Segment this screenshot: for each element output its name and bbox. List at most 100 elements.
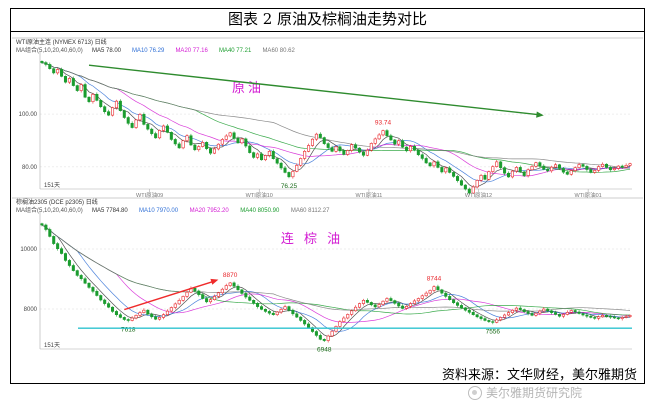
palm-candle (228, 282, 232, 286)
palm-candle (154, 316, 158, 320)
crude-candle (165, 125, 169, 133)
crude-candle (534, 162, 538, 167)
palm-candle (40, 223, 44, 226)
crude-ma-legend-ma20: MA20 77.16 (175, 48, 208, 54)
palm-candle (271, 312, 275, 316)
crude-candle (459, 180, 463, 186)
crude-candle (526, 169, 530, 176)
crude-candle (475, 180, 479, 188)
crude-candle (448, 167, 452, 173)
crude-candle (514, 167, 518, 172)
crude-candle (628, 163, 632, 166)
palm-candle (44, 224, 48, 230)
palm-candle (95, 290, 99, 296)
crude-candle (412, 145, 416, 151)
palm-candle (303, 320, 307, 325)
palm-candle (338, 321, 342, 327)
palm-candle (557, 314, 561, 317)
crude-candle (420, 154, 424, 159)
palm-candle (122, 317, 126, 320)
palm-candle (546, 308, 550, 312)
crude-candle (483, 175, 487, 180)
palm-candle (279, 308, 283, 313)
crude-candle (338, 146, 342, 152)
crude-ma-header: MA组合(5,10,20,40,60,0) (16, 46, 83, 54)
crude-candle (510, 170, 514, 178)
crude-candle (491, 166, 495, 172)
palm-candle (459, 305, 463, 309)
crude-candle (197, 146, 201, 151)
palm-candle (483, 318, 487, 321)
crude-candle (463, 184, 467, 190)
palm-candle (542, 308, 546, 312)
palm-candle (412, 300, 416, 304)
palm-candle (597, 316, 601, 319)
crude-candle (256, 153, 260, 158)
palm-ma-legend-ma5: MA5 7784.80 (92, 208, 128, 214)
palm-candle (326, 335, 330, 341)
crude-candle (263, 155, 267, 161)
crude-candle (95, 93, 99, 101)
crude-candle (350, 144, 354, 151)
crude-candle (271, 151, 275, 159)
palm-candle (561, 314, 565, 317)
palm-candle (358, 303, 362, 308)
crude-candle (209, 148, 213, 154)
palm-candle (585, 314, 589, 317)
palm-candle (342, 317, 346, 322)
crude-candle (416, 149, 420, 156)
crude-candle (499, 161, 503, 168)
crude-candle (554, 164, 558, 168)
figure-title: 图表 2 原油及棕榈油走势对比 (10, 8, 645, 32)
palm-candle (448, 296, 452, 300)
crude-candle (40, 61, 44, 63)
palm-candle (565, 311, 569, 315)
crude-candle (130, 123, 134, 128)
palm-candle (216, 292, 220, 297)
palm-candle (503, 314, 507, 318)
crude-ma60-line (41, 62, 631, 169)
crude-candle (550, 166, 554, 172)
crude-candle (377, 134, 381, 140)
crude-candle (118, 100, 122, 111)
crude-candle (538, 162, 542, 167)
crude-candle (71, 78, 75, 86)
palm-candle (307, 323, 311, 328)
palm-candle (256, 302, 260, 307)
palm-candle (624, 316, 628, 318)
crude-candle (452, 172, 456, 177)
palm-candle (506, 312, 511, 316)
crude-candle (75, 85, 79, 91)
palm-candle (518, 307, 522, 310)
palm-candle (601, 314, 605, 318)
palm-candle (616, 317, 620, 320)
palm-candle (471, 311, 475, 315)
crude-candle (134, 119, 138, 128)
crude-candle (432, 161, 436, 167)
palm-candle (436, 286, 440, 291)
palm-candle (275, 311, 279, 315)
palm-ma-legend-ma40: MA40 8050.90 (240, 208, 280, 214)
crude-candle (601, 163, 605, 167)
watermark-text: 美尔雅期货研究院 (486, 386, 583, 400)
palm-panel-label: 棕榈油2305 (DCE p2305) 日线 (16, 198, 98, 206)
palm-candle (401, 305, 405, 309)
crude-candle (91, 93, 95, 102)
crude-y-tick-label: 100.00 (19, 112, 38, 118)
crude-x-tick-label: WTI原油11 (355, 191, 382, 199)
palm-candle (346, 314, 350, 319)
palm-candle (114, 311, 118, 315)
crude-plot-bg (12, 38, 643, 197)
crude-candle (56, 69, 60, 74)
crude-ma20-line (41, 62, 631, 177)
crude-trendline-arrowhead (536, 111, 544, 118)
crude-candle (608, 167, 612, 171)
crude-candle (597, 166, 601, 171)
palm-candle (510, 309, 514, 313)
palm-candle (103, 299, 107, 304)
palm-candle (299, 316, 303, 321)
palm-candle (158, 317, 162, 320)
palm-candle (205, 298, 209, 303)
palm-candle (56, 243, 60, 250)
palm-candle (452, 299, 456, 304)
